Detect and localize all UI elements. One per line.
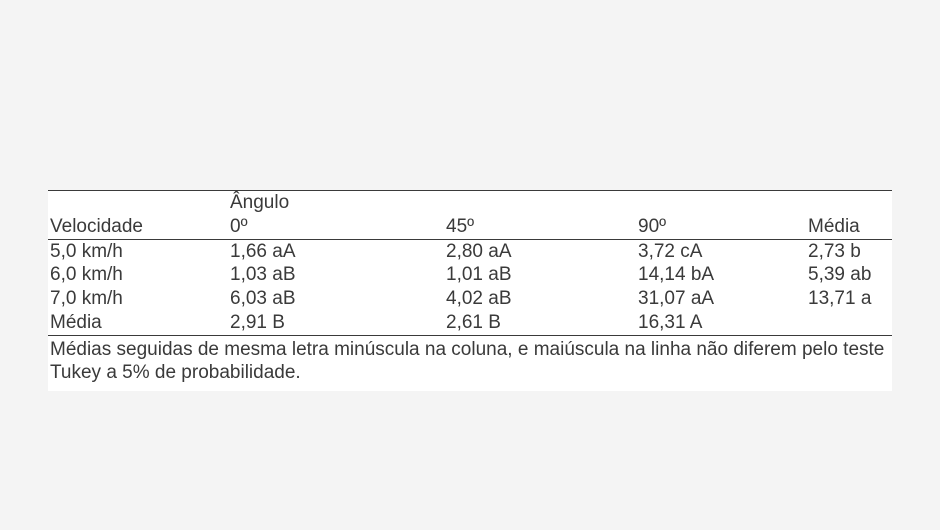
anova-table: Ângulo Velocidade 0º 45º 90º Média 5,0 k… [48,190,892,336]
table-caption: Médias seguidas de mesma letra minúscula… [48,336,892,392]
cell: 2,61 B [444,311,636,335]
cell: 1,03 aB [228,263,444,287]
group-header-row: Ângulo [48,191,892,215]
cell: 1,01 aB [444,263,636,287]
table-row-mean: Média 2,91 B 2,61 B 16,31 A [48,311,892,335]
cell: 5,39 ab [806,263,892,287]
row-label: Média [48,311,228,335]
col-header: Média [806,215,892,239]
table-row: 7,0 km/h 6,03 aB 4,02 aB 31,07 aA 13,71 … [48,287,892,311]
page: Ângulo Velocidade 0º 45º 90º Média 5,0 k… [0,0,940,530]
cell: 13,71 a [806,287,892,311]
table-row: 6,0 km/h 1,03 aB 1,01 aB 14,14 bA 5,39 a… [48,263,892,287]
cell [806,311,892,335]
cell: 16,31 A [636,311,806,335]
col-header: 45º [444,215,636,239]
cell: 1,66 aA [228,239,444,263]
cell: 2,73 b [806,239,892,263]
cell: 4,02 aB [444,287,636,311]
table-row: 5,0 km/h 1,66 aA 2,80 aA 3,72 cA 2,73 b [48,239,892,263]
blank-cell [48,191,228,215]
group-header: Ângulo [228,191,892,215]
col-header: 0º [228,215,444,239]
col-header: Velocidade [48,215,228,239]
cell: 2,80 aA [444,239,636,263]
row-label: 6,0 km/h [48,263,228,287]
row-label: 5,0 km/h [48,239,228,263]
col-header: 90º [636,215,806,239]
cell: 2,91 B [228,311,444,335]
cell: 31,07 aA [636,287,806,311]
row-label: 7,0 km/h [48,287,228,311]
cell: 3,72 cA [636,239,806,263]
table-sheet: Ângulo Velocidade 0º 45º 90º Média 5,0 k… [48,190,892,391]
cell: 14,14 bA [636,263,806,287]
column-header-row: Velocidade 0º 45º 90º Média [48,215,892,239]
cell: 6,03 aB [228,287,444,311]
